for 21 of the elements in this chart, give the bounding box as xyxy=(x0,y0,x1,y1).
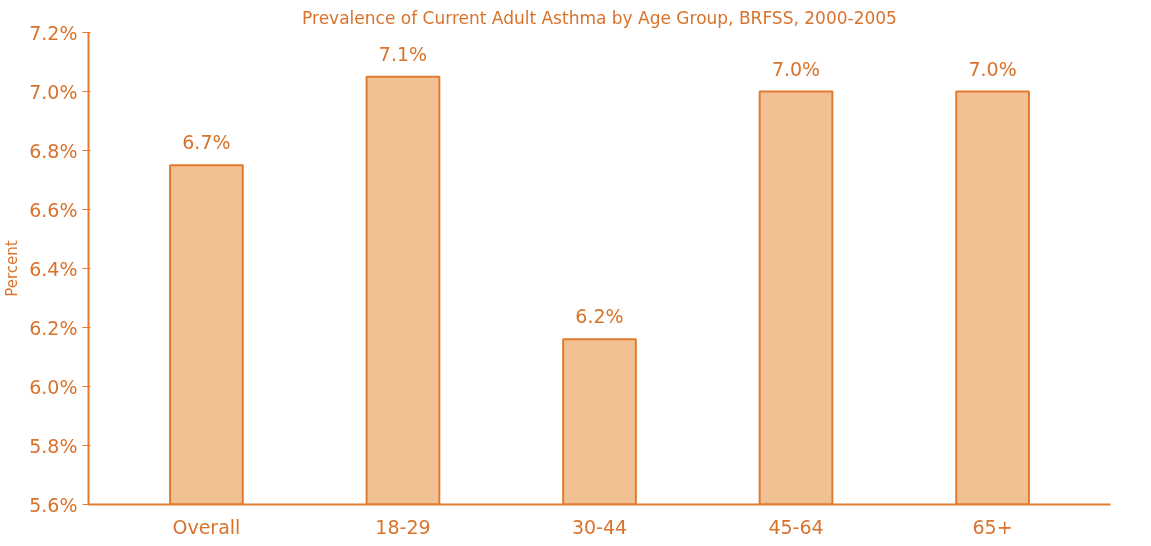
data-label: 7.0% xyxy=(968,57,1017,80)
data-label: 6.2% xyxy=(575,305,624,328)
y-tick-label: 6.8% xyxy=(29,139,78,162)
x-tick-label: 45-64 xyxy=(768,515,824,538)
x-tick-label: 30-44 xyxy=(571,515,628,538)
data-label: 7.0% xyxy=(771,57,821,80)
y-tick-label: 7.0% xyxy=(29,80,78,103)
x-tick-label: Overall xyxy=(172,515,241,538)
y-tick-label: 7.2% xyxy=(29,21,78,44)
chart-title: Prevalence of Current Adult Asthma by Age Group, BRFSS, 2000-2005 xyxy=(302,7,897,28)
x-tick-label: 18-29 xyxy=(375,515,431,538)
y-axis-title: Percent xyxy=(3,240,22,297)
x-tick-label: 65+ xyxy=(972,515,1013,538)
y-tick-label: 6.0% xyxy=(29,375,78,398)
y-tick-label: 6.6% xyxy=(29,198,78,221)
y-tick-label: 6.2% xyxy=(29,316,78,339)
y-tick-label: 5.6% xyxy=(29,493,78,516)
y-tick-label: 6.4% xyxy=(29,257,78,280)
y-tick-label: 5.8% xyxy=(29,434,78,457)
data-label: 6.7% xyxy=(182,131,231,154)
data-label: 7.1% xyxy=(378,42,428,65)
